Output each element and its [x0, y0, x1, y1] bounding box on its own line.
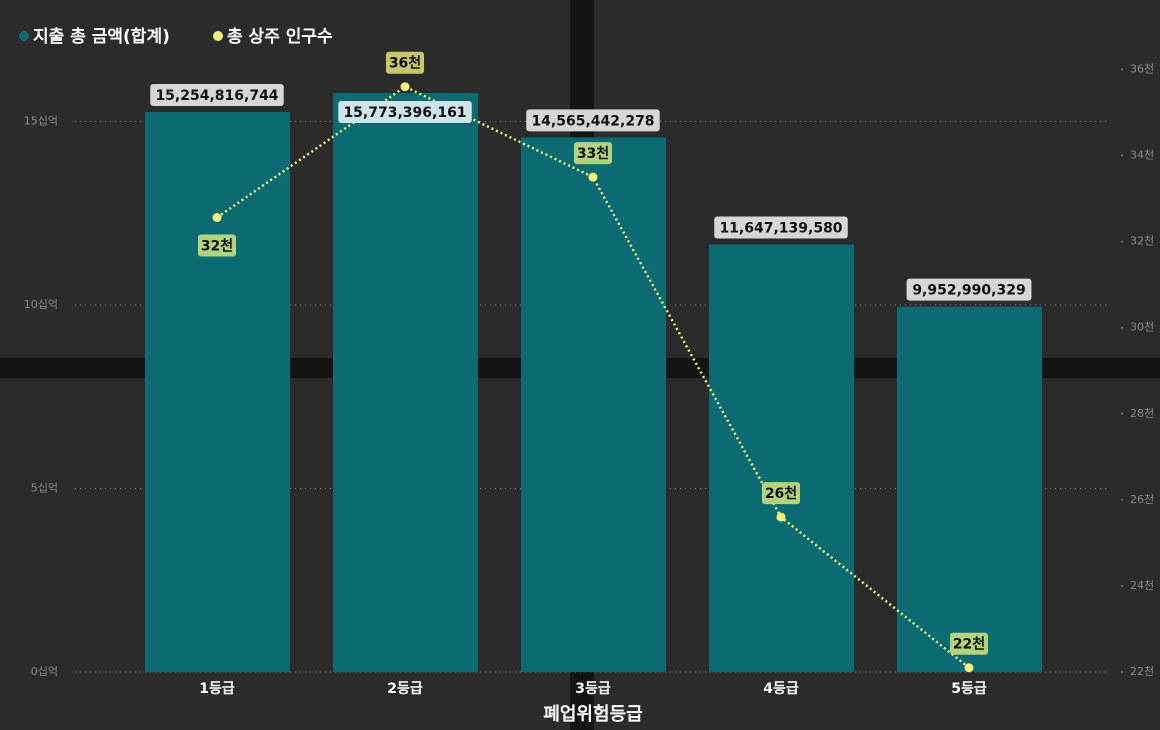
x-tick-label: 1등급 — [199, 681, 235, 697]
data-label-box — [949, 632, 989, 655]
y-tick-label: 10십억 — [24, 298, 58, 311]
y2-tick-label: 22천 — [1130, 664, 1154, 678]
y2-tick-mark — [1121, 498, 1123, 501]
data-label-box — [150, 84, 284, 107]
y2-tick-mark — [1121, 154, 1123, 157]
legend-label: 총 상주 인구수 — [227, 27, 333, 47]
legend-label: 지출 총 금액(합계) — [33, 26, 170, 47]
y2-tick-mark — [1121, 412, 1123, 415]
data-label-box — [197, 234, 237, 257]
y2-tick-mark — [1121, 240, 1123, 243]
y-tick-label: 15십억 — [24, 114, 58, 127]
y2-tick-mark — [1121, 326, 1123, 329]
data-label: 15,254,816,744 — [155, 88, 278, 104]
data-label: 26천 — [765, 486, 797, 502]
y-tick-label: 0십억 — [31, 665, 58, 678]
bar — [333, 93, 478, 673]
data-label: 32천 — [201, 239, 233, 255]
legend-dot — [213, 31, 223, 41]
bar — [709, 244, 854, 673]
y2-tick-mark — [1121, 68, 1123, 71]
x-axis-title: 폐업위험등급 — [543, 703, 642, 725]
data-label: 22천 — [953, 637, 985, 653]
data-label-box — [338, 101, 472, 124]
data-label-box — [526, 109, 660, 132]
data-label-box — [385, 51, 425, 74]
data-label: 36천 — [389, 56, 421, 72]
data-label: 9,952,990,329 — [912, 283, 1025, 299]
line-point — [964, 663, 974, 673]
line-point — [400, 82, 410, 92]
line-point — [212, 213, 222, 223]
y2-tick-label: 34천 — [1130, 148, 1154, 162]
x-tick-label: 2등급 — [387, 681, 423, 697]
bar — [897, 306, 1042, 672]
y-tick-label: 5십억 — [31, 481, 58, 494]
bar — [521, 137, 666, 672]
y2-tick-label: 28천 — [1130, 406, 1154, 420]
y2-tick-label: 30천 — [1130, 320, 1154, 334]
data-label-box — [761, 482, 801, 505]
data-label: 15,773,396,161 — [343, 105, 466, 121]
y2-tick-mark — [1121, 584, 1123, 587]
y2-tick-label: 24천 — [1130, 578, 1154, 592]
data-label: 33천 — [577, 146, 609, 162]
y2-tick-label: 26천 — [1130, 492, 1154, 506]
data-label-box — [573, 142, 613, 165]
x-tick-label: 4등급 — [763, 681, 799, 697]
line — [216, 85, 970, 669]
line-point — [776, 512, 786, 522]
x-tick-label: 3등급 — [575, 681, 611, 697]
line-point — [588, 172, 598, 182]
bar — [145, 112, 290, 673]
data-label: 14,565,442,278 — [531, 113, 654, 129]
y2-tick-label: 32천 — [1130, 234, 1154, 248]
x-tick-label: 5등급 — [951, 681, 987, 697]
y2-tick-label: 36천 — [1130, 62, 1154, 76]
legend-dot — [19, 31, 29, 41]
data-label-box — [906, 278, 1032, 301]
y2-tick-mark — [1121, 671, 1123, 673]
data-label: 11,647,139,580 — [719, 220, 842, 236]
data-label-box — [714, 216, 848, 239]
